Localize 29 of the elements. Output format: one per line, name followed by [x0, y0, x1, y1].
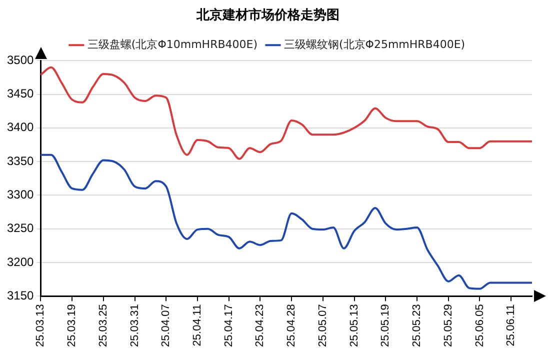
- y-tick-label: 3250: [6, 221, 34, 236]
- x-tick-label: 25.04.23: [254, 304, 266, 348]
- y-tick-label: 3300: [6, 188, 34, 202]
- x-tick-label: 25.05.29: [442, 304, 454, 348]
- y-tick-label: 3400: [6, 120, 34, 134]
- x-tick-label: 25.04.11: [192, 304, 204, 346]
- line-series: [40, 154, 533, 290]
- x-tick-label: 25.05.07: [316, 304, 329, 348]
- legend-label: 三级螺纹钢(北京Φ25mmHRB400E): [284, 38, 466, 51]
- y-tick-label: 3450: [6, 86, 34, 101]
- x-tick-label: 25.05.23: [411, 304, 424, 348]
- x-tick-label: 25.04.28: [286, 304, 298, 348]
- y-tick-label: 3350: [6, 154, 34, 168]
- y-tick-label: 3150: [6, 288, 34, 302]
- x-tick-label: 25.03.13: [34, 304, 47, 348]
- legend-label: 三级盘螺(北京Φ10mmHRB400E): [87, 38, 258, 51]
- x-tick-label: 25.03.31: [128, 304, 141, 348]
- x-tick-label: 25.05.13: [348, 304, 360, 348]
- x-tick-label: 25.05.19: [380, 304, 392, 348]
- line-series: [40, 66, 533, 160]
- x-tick-label: 25.06.05: [474, 304, 486, 348]
- x-tick-label: 25.04.17: [222, 304, 235, 348]
- x-tick-label: 25.03.19: [66, 304, 78, 348]
- x-tick-label: 25.06.11: [505, 304, 518, 346]
- x-tick-label: 25.04.07: [160, 304, 172, 348]
- y-tick-label: 3200: [6, 254, 34, 269]
- y-tick-label: 3500: [6, 52, 34, 67]
- x-tick-label: 25.03.25: [97, 304, 110, 348]
- chart-title: 北京建材市场价格走势图: [196, 7, 340, 24]
